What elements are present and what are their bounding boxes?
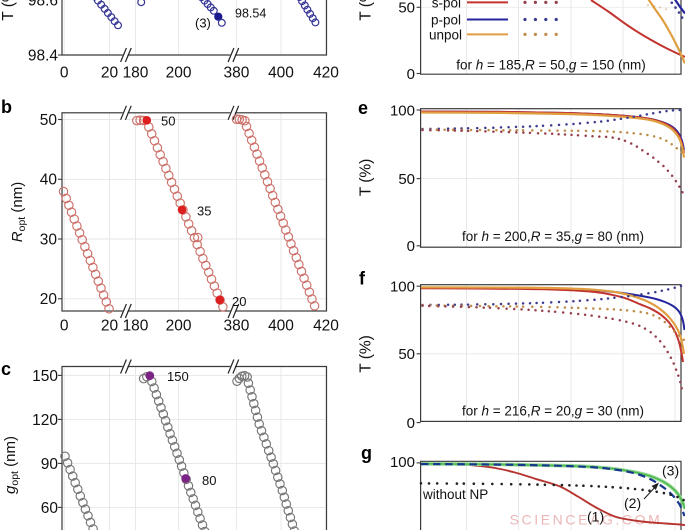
svg-text:40: 40 — [40, 172, 58, 189]
svg-text:for h = 200,R = 35,g = 80 (nm): for h = 200,R = 35,g = 80 (nm) — [462, 229, 644, 244]
svg-text:s-pol: s-pol — [432, 0, 461, 10]
svg-text:p-pol: p-pol — [431, 12, 461, 27]
svg-text:(3): (3) — [195, 16, 211, 31]
svg-text:T (%): T (%) — [358, 159, 375, 197]
svg-text:T (%): T (%) — [358, 0, 375, 21]
svg-text:gopt (nm): gopt (nm) — [2, 436, 21, 494]
svg-text:200: 200 — [166, 65, 192, 82]
svg-text:T (%): T (%) — [358, 335, 375, 373]
svg-text:0: 0 — [407, 238, 415, 255]
svg-text:(3): (3) — [662, 463, 679, 479]
svg-text:50: 50 — [398, 171, 415, 188]
svg-text:b: b — [1, 97, 12, 117]
svg-text:30: 30 — [40, 231, 58, 248]
svg-text:0: 0 — [60, 65, 69, 82]
svg-text:150: 150 — [167, 369, 189, 384]
svg-text:0: 0 — [407, 415, 415, 432]
svg-text:98.54: 98.54 — [235, 7, 266, 21]
svg-text:50: 50 — [398, 0, 415, 17]
svg-text:180: 180 — [123, 318, 149, 335]
svg-text:380: 380 — [223, 318, 249, 335]
svg-text:35: 35 — [197, 204, 211, 219]
svg-text:50: 50 — [398, 346, 415, 363]
svg-text:T (%): T (%) — [0, 0, 17, 21]
svg-text:without NP: without NP — [422, 487, 488, 502]
svg-text:50: 50 — [161, 114, 175, 129]
svg-text:120: 120 — [32, 412, 58, 429]
svg-text:60: 60 — [41, 500, 59, 517]
svg-text:f: f — [359, 269, 366, 289]
svg-text:90: 90 — [41, 456, 59, 473]
svg-text:20: 20 — [40, 291, 58, 308]
svg-text:20: 20 — [101, 65, 119, 82]
svg-text:380: 380 — [223, 65, 249, 82]
svg-text:Ropt (nm): Ropt (nm) — [9, 182, 28, 242]
svg-text:180: 180 — [123, 65, 149, 82]
svg-text:for h = 216,R = 20,g = 30 (nm): for h = 216,R = 20,g = 30 (nm) — [462, 404, 644, 419]
svg-text:20: 20 — [232, 294, 246, 309]
svg-text:(1): (1) — [587, 509, 604, 525]
svg-text:0: 0 — [407, 66, 415, 83]
svg-text:50: 50 — [40, 112, 58, 129]
svg-text:400: 400 — [268, 65, 294, 82]
svg-text:e: e — [358, 98, 368, 118]
svg-text:98.6: 98.6 — [28, 0, 58, 10]
svg-text:100: 100 — [390, 102, 415, 119]
svg-text:for h = 185,R = 50,g = 150 (nm: for h = 185,R = 50,g = 150 (nm) — [456, 58, 646, 73]
svg-text:SCIENCEAG.COM: SCIENCEAG.COM — [510, 512, 663, 528]
svg-text:200: 200 — [166, 318, 192, 335]
svg-text:100: 100 — [390, 454, 415, 471]
svg-text:100: 100 — [390, 279, 415, 296]
svg-text:g: g — [361, 443, 372, 463]
svg-text:(2): (2) — [624, 495, 641, 511]
svg-text:20: 20 — [101, 318, 119, 335]
svg-text:0: 0 — [60, 318, 69, 335]
svg-text:400: 400 — [268, 318, 294, 335]
svg-text:420: 420 — [313, 65, 339, 82]
svg-text:420: 420 — [313, 318, 339, 335]
svg-text:98.4: 98.4 — [28, 47, 59, 64]
svg-text:80: 80 — [202, 473, 216, 488]
svg-text:150: 150 — [32, 368, 58, 385]
svg-text:unpol: unpol — [429, 27, 462, 42]
svg-text:c: c — [1, 359, 11, 379]
